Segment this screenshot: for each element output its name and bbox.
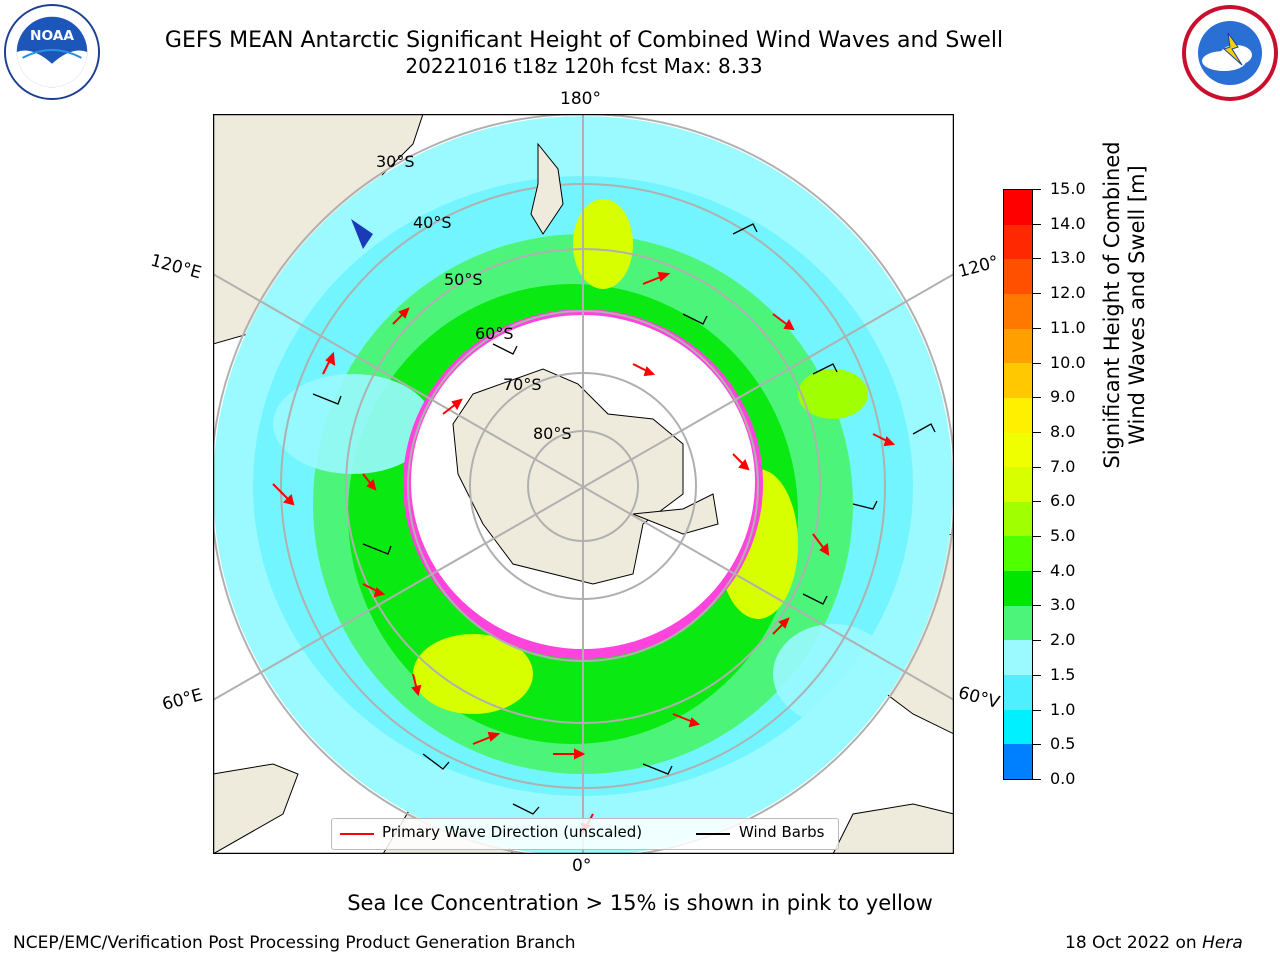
lat-label-30s: 30°S <box>376 152 415 171</box>
colorbar-tick-label: 2.0 <box>1050 630 1076 650</box>
colorbar-tick <box>1033 674 1041 676</box>
colorbar-segment <box>1004 293 1032 330</box>
lon-label-right-upper: 120° <box>956 252 1001 282</box>
colorbar-tick <box>1033 501 1041 503</box>
colorbar-tick-label: 13.0 <box>1050 248 1086 268</box>
colorbar-segment <box>1004 328 1032 364</box>
lat-label-70s: 70°S <box>503 375 542 394</box>
colorbar-tick-label: 11.0 <box>1050 317 1086 337</box>
legend-wave-direction-label: Primary Wave Direction (unscaled) <box>382 823 643 841</box>
land-madagascar <box>213 763 299 854</box>
colorbar-label: Significant Height of Combined Wind Wave… <box>1100 141 1149 469</box>
colorbar-tick <box>1033 779 1041 780</box>
colorbar-tick-label: 5.0 <box>1050 526 1076 546</box>
lon-label-left-lower: 60°E <box>160 685 205 715</box>
colorbar-tick-label: 3.0 <box>1050 595 1076 615</box>
colorbar-tick-label: 12.0 <box>1050 283 1086 303</box>
date-text: 18 Oct 2022 on <box>1065 933 1203 953</box>
colorbar-tick <box>1033 709 1041 711</box>
colorbar-segment <box>1004 605 1032 641</box>
colorbar-tick <box>1033 744 1041 746</box>
colorbar-tick <box>1033 640 1041 642</box>
colorbar-segment <box>1004 709 1032 745</box>
lon-label-top: 180° <box>560 89 601 109</box>
colorbar-tick <box>1033 431 1041 433</box>
noaa-logo-text: NOAA <box>30 28 74 44</box>
colorbar-tick <box>1033 258 1041 260</box>
colorbar-tick <box>1033 362 1041 364</box>
colorbar-tick-label: 7.0 <box>1050 456 1076 476</box>
legend: Primary Wave Direction (unscaled) Wind B… <box>331 818 839 850</box>
colorbar-tick <box>1033 327 1041 329</box>
colorbar <box>1003 189 1033 780</box>
colorbar-segment <box>1004 259 1032 295</box>
legend-wind-barbs-label: Wind Barbs <box>739 823 825 841</box>
chart-title: GEFS MEAN Antarctic Significant Height o… <box>164 28 1004 53</box>
colorbar-tick <box>1033 189 1041 190</box>
graticule <box>213 114 954 854</box>
colorbar-tick <box>1033 223 1041 225</box>
nws-logo <box>1182 5 1278 101</box>
sea-ice-note: Sea Ice Concentration > 15% is shown in … <box>347 891 933 915</box>
colorbar-segment <box>1004 501 1032 537</box>
colorbar-tick-label: 9.0 <box>1050 387 1076 407</box>
land-antarctica <box>452 368 684 585</box>
legend-wind-barbs-swatch <box>696 833 730 835</box>
colorbar-segment <box>1004 571 1032 607</box>
lat-label-60s: 60°S <box>475 324 514 343</box>
colorbar-segment <box>1004 640 1032 676</box>
polar-map <box>213 114 954 854</box>
system-name: Hera <box>1202 933 1243 953</box>
colorbar-tick-label: 14.0 <box>1050 213 1086 233</box>
colorbar-segment <box>1004 363 1032 399</box>
colorbar-segment <box>1004 536 1032 572</box>
lon-label-left-upper: 120°E <box>148 250 204 284</box>
colorbar-tick <box>1033 536 1041 538</box>
lat-label-50s: 50°S <box>444 270 483 289</box>
lon-label-right-lower: 60°V <box>956 682 1002 714</box>
colorbar-tick-label: 4.0 <box>1050 560 1076 580</box>
colorbar-tick <box>1033 466 1041 468</box>
colorbar-segment <box>1004 675 1032 711</box>
colorbar-tick <box>1033 570 1041 572</box>
colorbar-segment <box>1004 744 1032 780</box>
lat-label-40s: 40°S <box>413 213 452 232</box>
colorbar-tick-label: 1.5 <box>1050 664 1076 684</box>
colorbar-segment <box>1004 432 1032 468</box>
lon-label-bottom: 0° <box>572 856 592 876</box>
noaa-logo: NOAA <box>3 3 101 101</box>
colorbar-tick-label: 6.0 <box>1050 491 1076 511</box>
colorbar-segment <box>1004 224 1032 260</box>
colorbar-tick-label: 8.0 <box>1050 421 1076 441</box>
colorbar-tick-label: 15.0 <box>1050 179 1086 198</box>
colorbar-tick-label: 1.0 <box>1050 699 1076 719</box>
credit-line: NCEP/EMC/Verification Post Processing Pr… <box>13 933 576 953</box>
lat-label-80s: 80°S <box>533 424 572 443</box>
wind-barbs <box>312 223 936 815</box>
colorbar-tick-label: 0.5 <box>1050 734 1076 754</box>
wave-arrows <box>272 271 896 835</box>
colorbar-tick <box>1033 605 1041 607</box>
colorbar-segment <box>1004 467 1032 503</box>
land-new-zealand <box>530 142 564 235</box>
chart-subtitle: 20221016 t18z 120h fcst Max: 8.33 <box>405 54 763 78</box>
colorbar-tick <box>1033 293 1041 295</box>
colorbar-tick-label: 10.0 <box>1050 352 1086 372</box>
colorbar-segment <box>1004 190 1032 226</box>
colorbar-segment <box>1004 397 1032 434</box>
colorbar-tick <box>1033 397 1041 399</box>
legend-wave-direction-swatch <box>340 833 374 835</box>
date-stamp: 18 Oct 2022 on Hera <box>1065 933 1243 953</box>
colorbar-tick-label: 0.0 <box>1050 769 1076 788</box>
